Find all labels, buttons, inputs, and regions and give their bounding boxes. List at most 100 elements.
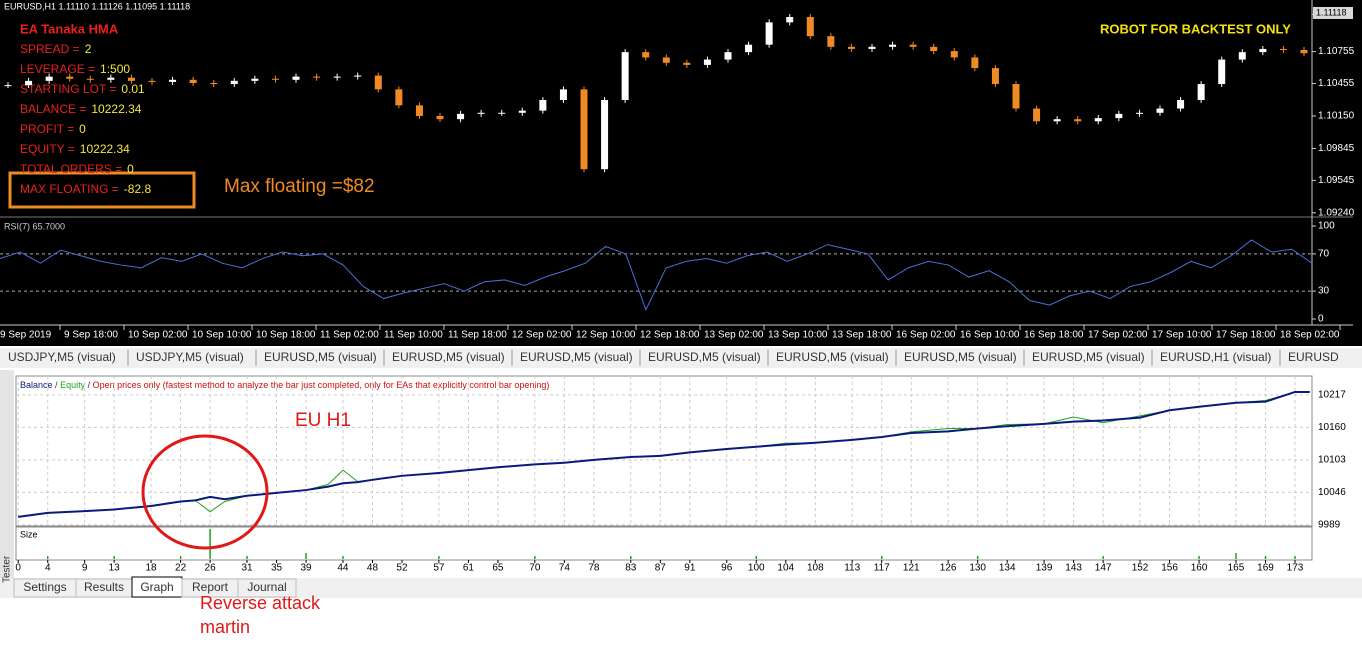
tester-tab[interactable]: Report bbox=[192, 580, 229, 594]
graph-x-label: 22 bbox=[175, 563, 187, 574]
chart-tab[interactable]: USDJPY,M5 (visual) bbox=[8, 350, 116, 364]
chart-tab[interactable]: EURUSD,M5 (visual) bbox=[648, 350, 761, 364]
candle bbox=[539, 100, 547, 111]
info-label: PROFIT = bbox=[20, 122, 74, 136]
graph-x-label: 91 bbox=[684, 563, 696, 574]
graph-x-label: 78 bbox=[588, 563, 600, 574]
graph-x-label: 169 bbox=[1257, 563, 1274, 574]
candle bbox=[189, 79, 197, 83]
graph-x-label: 39 bbox=[300, 563, 312, 574]
price-tick-label: 1.09240 bbox=[1318, 207, 1355, 218]
graph-x-label: 74 bbox=[559, 563, 571, 574]
graph-x-label: 100 bbox=[748, 563, 765, 574]
chart-tab[interactable]: EURUSD,M5 (visual) bbox=[1032, 350, 1145, 364]
graph-line bbox=[18, 390, 1310, 518]
graph-x-label: 160 bbox=[1191, 563, 1208, 574]
graph-x-label: 65 bbox=[492, 563, 504, 574]
candle bbox=[457, 113, 465, 120]
candle bbox=[683, 62, 691, 65]
legend-separator: / bbox=[55, 380, 58, 390]
candle bbox=[662, 57, 670, 63]
candle bbox=[1259, 48, 1267, 53]
time-label: 13 Sep 10:00 bbox=[768, 330, 828, 341]
candle bbox=[1279, 48, 1287, 51]
legend-balance: Balance bbox=[20, 380, 53, 390]
time-label: 12 Sep 18:00 bbox=[640, 330, 700, 341]
time-label: 16 Sep 02:00 bbox=[896, 330, 956, 341]
candle bbox=[107, 77, 115, 80]
info-value: 10222.34 bbox=[80, 142, 130, 156]
candle bbox=[786, 17, 794, 23]
rsi-tick-label: 100 bbox=[1318, 221, 1335, 232]
graph-x-label: 31 bbox=[241, 563, 253, 574]
candle bbox=[1053, 119, 1061, 122]
rsi-tick-label: 70 bbox=[1318, 249, 1330, 260]
candle bbox=[374, 75, 382, 90]
tester-tab[interactable]: Graph bbox=[140, 580, 173, 594]
candle bbox=[642, 52, 650, 58]
graph-x-label: 126 bbox=[940, 563, 957, 574]
rsi-line bbox=[0, 239, 1313, 311]
info-value: 2 bbox=[85, 42, 92, 56]
candle bbox=[415, 105, 423, 116]
candle bbox=[991, 68, 999, 85]
candle bbox=[518, 110, 526, 113]
graph-x-label: 152 bbox=[1132, 563, 1149, 574]
time-label: 11 Sep 02:00 bbox=[320, 330, 379, 341]
chart-tab[interactable]: EURUSD,M5 (visual) bbox=[904, 350, 1017, 364]
time-label: 13 Sep 02:00 bbox=[704, 330, 764, 341]
graph-legend: Balance / Equity / Open prices only (fas… bbox=[20, 380, 549, 390]
candle bbox=[477, 112, 485, 114]
graph-x-label: 96 bbox=[721, 563, 733, 574]
candle bbox=[1012, 84, 1020, 109]
chart-tabs-bar bbox=[0, 348, 1362, 368]
tester-tab-box[interactable] bbox=[237, 578, 297, 598]
time-label: 16 Sep 10:00 bbox=[960, 330, 1020, 341]
time-label: 10 Sep 18:00 bbox=[256, 330, 316, 341]
graph-x-label: 4 bbox=[45, 563, 51, 574]
chart-tab[interactable]: USDJPY,M5 (visual) bbox=[136, 350, 244, 364]
info-label: STARTING LOT = bbox=[20, 82, 116, 96]
time-label: 18 Sep 02:00 bbox=[1280, 330, 1340, 341]
time-label: 17 Sep 02:00 bbox=[1088, 330, 1148, 341]
candle bbox=[25, 80, 33, 86]
graph-x-label: 130 bbox=[969, 563, 986, 574]
graph-y-label: 10046 bbox=[1318, 487, 1346, 498]
chart-header: EURUSD,H1 1.11110 1.11126 1.11095 1.1111… bbox=[4, 1, 190, 11]
candle bbox=[333, 76, 341, 78]
robot-note: ROBOT FOR BACKTEST ONLY bbox=[1100, 21, 1291, 36]
chart-tab[interactable]: EURUSD,M5 (visual) bbox=[392, 350, 505, 364]
graph-x-label: 147 bbox=[1095, 563, 1112, 574]
chart-tab[interactable]: EURUSD,M5 (visual) bbox=[776, 350, 889, 364]
info-label: BALANCE = bbox=[20, 102, 86, 116]
graph-y-label: 10217 bbox=[1318, 389, 1346, 400]
candle bbox=[1177, 100, 1185, 109]
chart-tab[interactable]: EURUSD bbox=[1288, 350, 1339, 364]
graph-x-label: 104 bbox=[777, 563, 794, 574]
chart-tab[interactable]: EURUSD,H1 (visual) bbox=[1160, 350, 1271, 364]
candle bbox=[4, 85, 12, 87]
chart-tab[interactable]: EURUSD,M5 (visual) bbox=[264, 350, 377, 364]
current-price-label: 1.11118 bbox=[1316, 7, 1347, 17]
graph-x-label: 18 bbox=[145, 563, 157, 574]
candle bbox=[230, 80, 238, 85]
candle bbox=[169, 79, 177, 82]
candle bbox=[621, 52, 629, 101]
legend-separator: / bbox=[88, 380, 91, 390]
candle bbox=[251, 78, 259, 81]
candle bbox=[1218, 59, 1226, 85]
tester-tab[interactable]: Journal bbox=[247, 580, 286, 594]
candle bbox=[1156, 108, 1164, 113]
tester-label: Tester bbox=[2, 555, 13, 583]
candle bbox=[498, 112, 506, 114]
time-label: 12 Sep 02:00 bbox=[512, 330, 572, 341]
chart-tab[interactable]: EURUSD,M5 (visual) bbox=[520, 350, 633, 364]
candle bbox=[806, 17, 814, 37]
graph-x-label: 35 bbox=[271, 563, 283, 574]
tester-tab[interactable]: Settings bbox=[23, 580, 66, 594]
time-label: 10 Sep 02:00 bbox=[128, 330, 188, 341]
tester-tab[interactable]: Results bbox=[84, 580, 124, 594]
price-tick-label: 1.10455 bbox=[1318, 78, 1355, 89]
candle bbox=[148, 80, 156, 82]
info-value: 10222.34 bbox=[91, 102, 141, 116]
